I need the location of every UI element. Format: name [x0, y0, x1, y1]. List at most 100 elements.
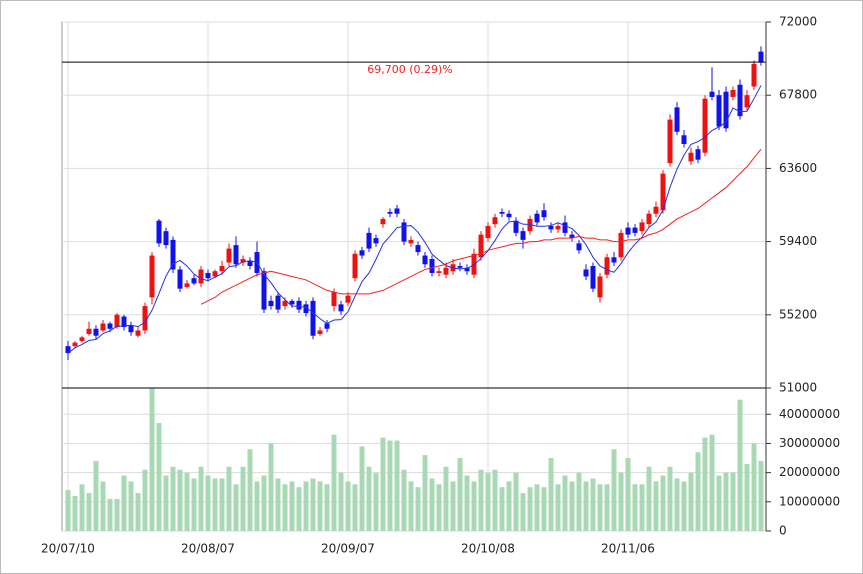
candle-body	[289, 300, 295, 305]
candle-body	[310, 300, 316, 336]
volume-bar	[723, 472, 729, 531]
volume-bar	[583, 481, 589, 531]
candle-body	[184, 283, 190, 287]
candle-body	[170, 239, 176, 270]
volume-bar	[79, 484, 85, 531]
candle-body	[492, 217, 498, 225]
candle-body	[569, 234, 575, 239]
candle-body	[240, 259, 246, 263]
volume-bar	[107, 498, 113, 531]
reference-label: 69,700 (0.29)%	[367, 63, 453, 76]
volume-bar	[744, 463, 750, 531]
volume-bar	[261, 475, 267, 531]
candle-body	[107, 323, 113, 329]
volume-bar	[632, 484, 638, 531]
volume-bar	[100, 481, 106, 531]
volume-bar	[408, 481, 414, 531]
candle-body	[415, 245, 421, 253]
candle-body	[86, 328, 92, 334]
candle-body	[520, 231, 526, 240]
candle-body	[156, 220, 162, 244]
candle-body	[751, 63, 757, 87]
candle-body	[100, 323, 106, 331]
volume-bar	[233, 484, 239, 531]
candle-body	[611, 257, 617, 263]
volume-bar	[639, 484, 645, 531]
candle-body	[317, 330, 323, 334]
candle-body	[583, 269, 589, 277]
volume-bar	[625, 458, 631, 531]
candle-body	[618, 232, 624, 258]
volume-bar	[716, 475, 722, 531]
volume-bar	[611, 449, 617, 531]
candle-body	[247, 260, 253, 266]
volume-bar	[548, 458, 554, 531]
volume-bar	[667, 466, 673, 531]
y-tick-label: 51000	[779, 381, 817, 395]
candle-body	[128, 325, 134, 333]
volume-bar	[576, 472, 582, 531]
volume-bar	[142, 469, 148, 531]
ma-line	[200, 148, 762, 305]
candle-body	[394, 208, 400, 214]
candle-body	[646, 213, 652, 225]
candle-body	[233, 245, 239, 265]
volume-bar	[569, 481, 575, 531]
ma-line	[67, 85, 762, 354]
candle-body	[142, 306, 148, 331]
volume-bar	[674, 478, 680, 531]
volume-bar	[72, 495, 78, 531]
candle-body	[135, 330, 141, 336]
y-tick-label: 55200	[779, 307, 817, 321]
volume-bar	[471, 481, 477, 531]
candle-body	[345, 295, 351, 303]
volume-bar	[191, 478, 197, 531]
candle-body	[366, 232, 372, 249]
candle-body	[541, 210, 547, 218]
y-tick-label: 0	[779, 524, 787, 538]
candle-body	[499, 211, 505, 214]
volume-bar	[317, 481, 323, 531]
volume-bar	[562, 475, 568, 531]
volume-bar	[324, 484, 330, 531]
volume-bar	[485, 472, 491, 531]
x-tick-label: 20/09/07	[321, 542, 375, 556]
candle-body	[65, 346, 71, 354]
volume-bar	[163, 475, 169, 531]
volume-bar	[310, 478, 316, 531]
candle-body	[688, 152, 694, 162]
volume-bar	[352, 484, 358, 531]
candle-body	[296, 300, 302, 310]
candle-body	[639, 222, 645, 232]
candle-body	[513, 220, 519, 233]
volume-bar	[128, 481, 134, 531]
candle-body	[401, 222, 407, 242]
y-tick-label: 20000000	[779, 465, 840, 479]
volume-bar	[695, 452, 701, 531]
volume-bar	[177, 469, 183, 531]
candle-body	[303, 304, 309, 314]
candle-body	[534, 213, 540, 223]
candle-body	[324, 323, 330, 329]
volume-bar	[170, 466, 176, 531]
y-tick-label: 40000000	[779, 407, 840, 421]
candle-body	[352, 253, 358, 279]
volume-bar	[492, 469, 498, 531]
candle-body	[226, 248, 232, 263]
volume-bar	[401, 469, 407, 531]
candle-body	[212, 271, 218, 277]
candle-body	[478, 234, 484, 258]
volume-bar	[226, 466, 232, 531]
volume-bar	[450, 481, 456, 531]
volume-bar	[331, 434, 337, 531]
candle-body	[275, 295, 281, 310]
volume-bar	[219, 478, 225, 531]
volume-bar	[345, 481, 351, 531]
candle-body	[723, 91, 729, 129]
volume-bar	[86, 493, 92, 531]
candle-body	[702, 98, 708, 153]
candle-body	[597, 276, 603, 298]
volume-bar	[758, 460, 764, 531]
candle-body	[744, 95, 750, 108]
volume-bar	[93, 460, 99, 531]
